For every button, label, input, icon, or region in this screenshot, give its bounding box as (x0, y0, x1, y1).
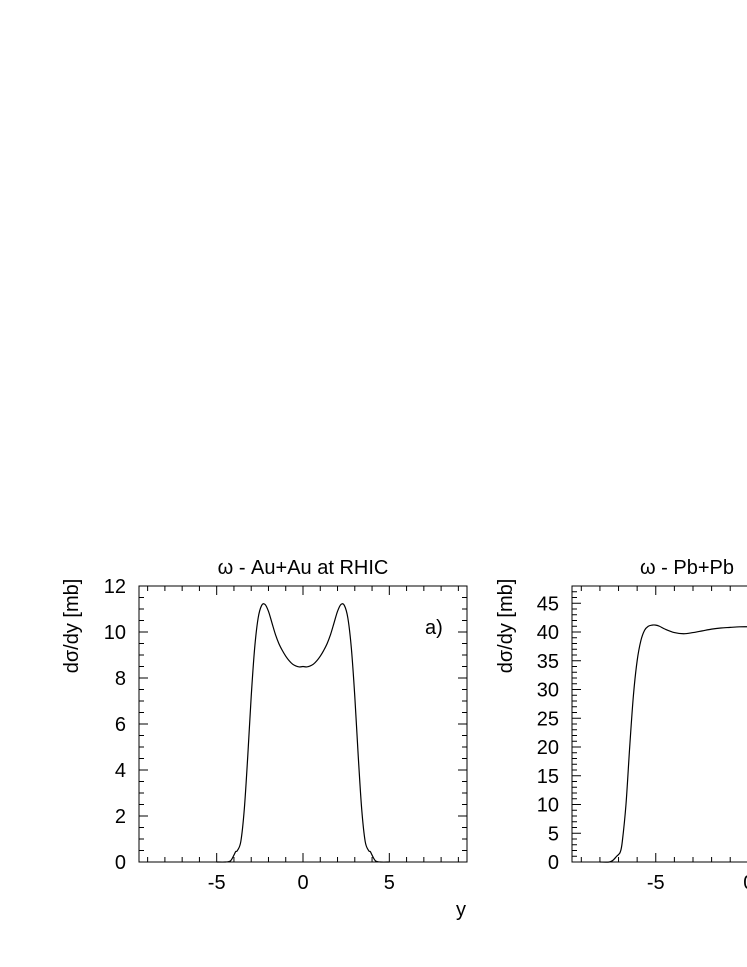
y-tick-label: 25 (537, 708, 559, 730)
y-tick-label: 10 (537, 795, 559, 817)
tick-labels: -5 0 0 5 10 15 20 25 30 35 40 45 (537, 593, 747, 894)
y-tick-label: 10 (104, 622, 126, 644)
y-tick-label: 2 (115, 806, 126, 828)
chart-panel-a: ω - Au+Au at RHIC dσ/dy [mb] y a) -5 0 5 0 2… (61, 557, 468, 921)
chart-title: ω - Pb+Pb (640, 557, 734, 579)
x-tick-label: 0 (297, 872, 308, 894)
chart-panel-b: ω - Pb+Pb dσ/dy [mb] -5 0 0 5 10 15 20 25 30 35 40… (495, 557, 747, 894)
y-tick-label: 5 (548, 823, 559, 845)
tick-labels: -5 0 5 0 2 4 6 8 10 12 (104, 576, 395, 894)
x-tick-label: -5 (208, 872, 226, 894)
x-tick-label: 0 (743, 872, 747, 894)
y-tick-label: 35 (537, 651, 559, 673)
axis-ticks (139, 585, 467, 863)
y-tick-label: 8 (115, 668, 126, 690)
x-axis-label: y (456, 899, 466, 921)
y-tick-label: 0 (115, 852, 126, 874)
y-tick-label: 12 (104, 576, 126, 598)
x-tick-label: -5 (647, 872, 665, 894)
y-axis-label: dσ/dy [mb] (495, 579, 517, 674)
x-tick-label: 5 (384, 872, 395, 894)
chart-title: ω - Au+Au at RHIC (218, 557, 389, 579)
y-tick-label: 15 (537, 766, 559, 788)
y-tick-label: 0 (548, 852, 559, 874)
y-axis-label: dσ/dy [mb] (61, 579, 83, 674)
y-tick-label: 6 (115, 714, 126, 736)
y-tick-label: 30 (537, 680, 559, 702)
y-tick-label: 4 (115, 760, 126, 782)
y-tick-label: 40 (537, 622, 559, 644)
plot-frame (571, 585, 747, 863)
plot-frame (138, 585, 468, 863)
panel-annotation: a) (425, 617, 443, 639)
series-line (599, 624, 747, 863)
y-tick-label: 45 (537, 593, 559, 615)
series-line (216, 603, 390, 863)
y-tick-label: 20 (537, 737, 559, 759)
axis-ticks (572, 585, 731, 863)
